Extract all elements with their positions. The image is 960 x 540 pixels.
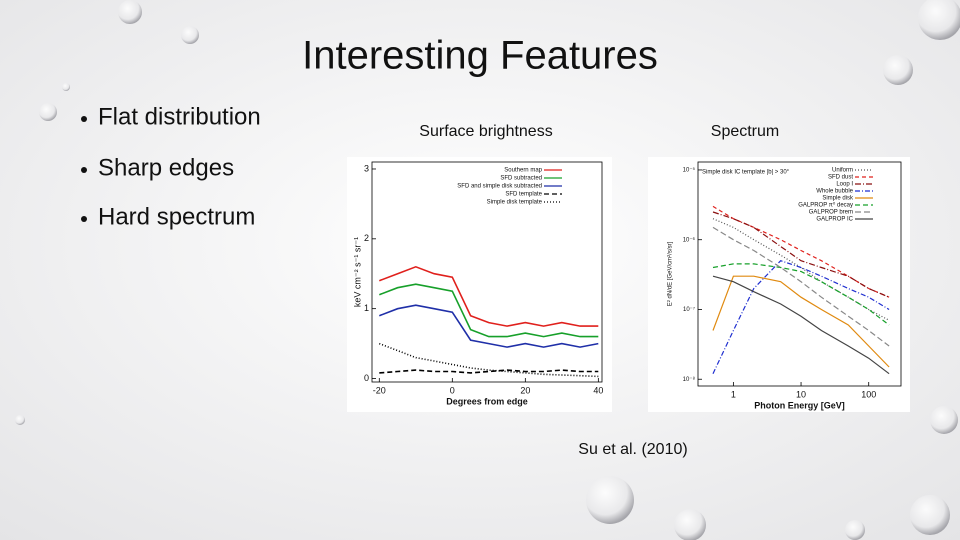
- x-tick-label: -20: [373, 385, 386, 395]
- y-tick-label: 2: [364, 233, 369, 243]
- x-axis-label: Degrees from edge: [446, 396, 528, 406]
- series-line: [379, 283, 599, 338]
- legend-label: Simple disk template: [487, 200, 543, 206]
- y-tick-label: 1: [364, 303, 369, 313]
- bullet: Flat distribution: [98, 103, 261, 130]
- y-tick-label: 3: [364, 163, 369, 173]
- series-line: [379, 304, 599, 348]
- legend-label: SFD template: [505, 192, 542, 198]
- droplets: [15, 0, 960, 540]
- y-axis-label: E² dN/dE [GeV/cm²/s/sr]: [668, 242, 674, 307]
- bullet: Sharp edges: [98, 154, 234, 181]
- series-line: [712, 263, 890, 326]
- legend-label: SFD subtracted: [500, 176, 542, 182]
- x-tick-label: 10: [796, 389, 806, 399]
- legend-label: Loop I: [836, 182, 853, 188]
- x-tick-label: 40: [593, 385, 603, 395]
- x-tick-label: 0: [450, 385, 455, 395]
- plot-frame: [371, 161, 603, 383]
- bullet-dot: [81, 167, 87, 173]
- series-line: [712, 275, 890, 375]
- bullet-list: Flat distribution Sharp edges Hard spect…: [81, 103, 261, 230]
- slide-title: Interesting Features: [302, 34, 658, 78]
- y-tick-label: 0: [364, 373, 369, 383]
- figure-title: Surface brightness: [419, 123, 552, 140]
- series-line: [379, 369, 599, 374]
- series-line: [712, 226, 890, 347]
- series-group: [712, 205, 890, 375]
- figure-title: Spectrum: [711, 123, 779, 140]
- legend-label: GALPROP π⁰ decay: [798, 202, 853, 209]
- bullet-dot: [81, 116, 87, 122]
- legend-label: SFD dust: [828, 175, 853, 181]
- x-tick-label: 20: [520, 385, 530, 395]
- series-line: [712, 211, 890, 298]
- figure-panel: [648, 157, 910, 412]
- y-tick-label: 10⁻⁸: [683, 376, 696, 383]
- bullet-dot: [81, 216, 87, 222]
- figure-panel: [347, 157, 612, 412]
- legend-label: Whole bubble: [816, 189, 853, 195]
- plot: 1 10 100 10⁻⁸ 10⁻⁷ 10⁻⁶ 10⁻⁵ Photon Energy [GeV…: [668, 161, 902, 410]
- plot-frame: [697, 161, 902, 387]
- bullet: Hard spectrum: [98, 203, 255, 230]
- y-tick-label: 10⁻⁷: [683, 306, 695, 313]
- y-tick-label: 10⁻⁶: [683, 236, 696, 243]
- legend-label: Southern map: [504, 168, 542, 174]
- legend-label: Simple disk: [822, 196, 854, 202]
- caption: Su et al. (2010): [578, 441, 687, 458]
- legend-label: SFD and simple disk subtracted: [457, 184, 542, 190]
- series-line: [712, 218, 890, 321]
- series-group: [379, 265, 599, 378]
- x-tick-label: 100: [861, 389, 876, 399]
- y-axis-label: keV cm⁻² s⁻¹ sr⁻¹: [352, 237, 362, 307]
- x-axis-label: Photon Energy [GeV]: [754, 400, 845, 410]
- x-tick-label: 1: [731, 389, 736, 399]
- series-line: [379, 342, 599, 378]
- note: Simple disk IC template |b| > 30°: [702, 170, 790, 176]
- series-line: [712, 260, 890, 374]
- plot: -20 0 20 40 0 1 2 3 Degrees from edge keV cm⁻² s⁻…: [352, 161, 603, 406]
- series-line: [379, 265, 599, 327]
- legend-label: GALPROP brem: [809, 210, 853, 216]
- legend-label: Uniform: [832, 168, 853, 174]
- legend-label: GALPROP IC: [816, 217, 853, 223]
- series-line: [712, 275, 890, 368]
- y-tick-label: 10⁻⁵: [683, 167, 696, 174]
